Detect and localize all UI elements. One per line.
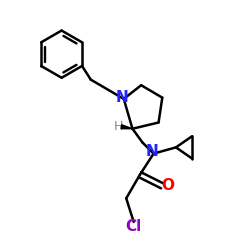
Text: Cl: Cl [126,220,142,234]
Text: H: H [114,120,124,133]
Text: O: O [161,178,174,194]
Text: N: N [146,144,159,158]
Text: N: N [116,90,128,105]
Polygon shape [121,125,132,129]
